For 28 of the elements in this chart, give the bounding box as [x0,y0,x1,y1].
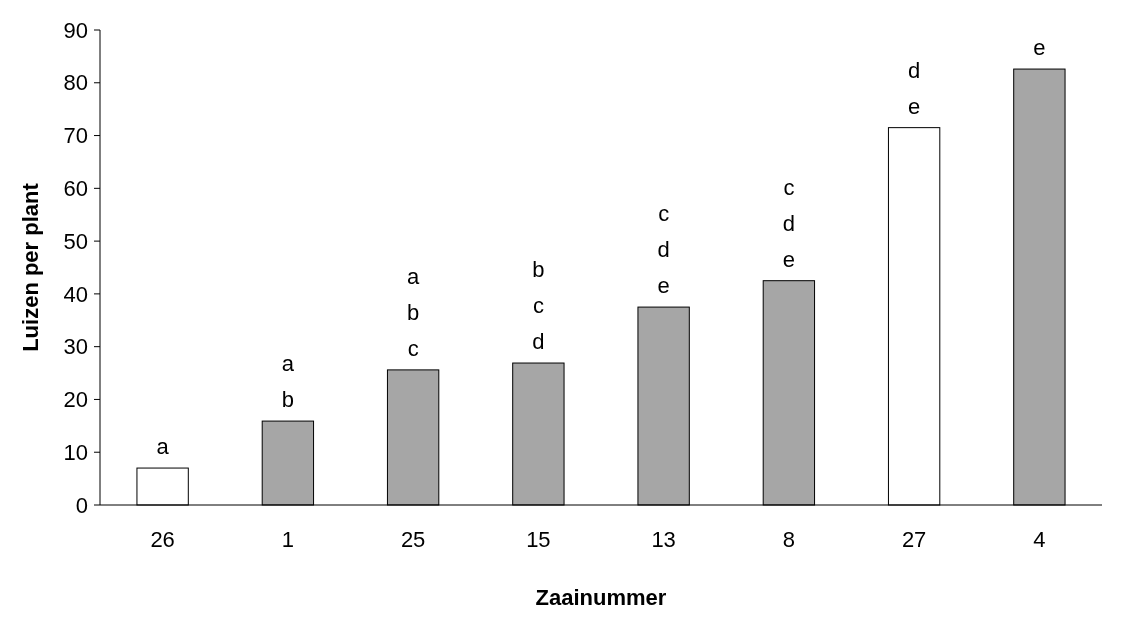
x-tick-label: 4 [1033,527,1046,552]
y-tick-label: 90 [63,17,88,43]
annotation: d e [908,57,921,119]
y-tick-label: 70 [63,123,88,149]
annotation: e [1033,35,1046,61]
annotation: c d e [657,201,670,299]
y-tick-label: 20 [63,387,88,413]
x-tick-label: 8 [782,527,795,552]
x-axis-title: Zaainummer [535,585,667,610]
annotation: a [156,434,170,460]
annotation: a b c [407,263,420,361]
y-tick-label: 60 [63,176,88,202]
y-tick-label: 10 [63,439,88,465]
x-tick-label: 13 [651,527,676,552]
y-tick-label: 40 [63,281,88,307]
y-tick-label: 80 [63,70,88,96]
annotation: c d e [782,174,795,272]
x-tick-label: 26 [150,527,175,552]
x-tick-label: 15 [526,527,551,552]
y-axis-title: Luizen per plant [18,182,43,352]
annotation: a b [281,351,295,413]
x-tick-label: 25 [400,527,426,552]
x-tick-label: 27 [901,527,927,552]
x-tick-label: 1 [281,527,294,552]
y-tick-label: 0 [75,492,88,518]
annotation: b c d [532,257,545,355]
y-tick-label: 50 [63,228,88,254]
y-tick-label: 30 [63,334,88,360]
